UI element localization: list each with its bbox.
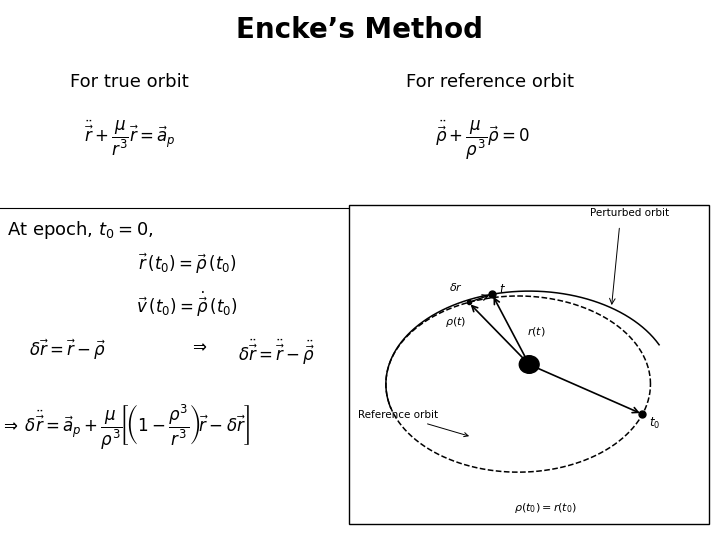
Text: For reference orbit: For reference orbit (405, 73, 574, 91)
Text: $t$: $t$ (499, 284, 505, 296)
Text: Reference orbit: Reference orbit (359, 410, 468, 437)
Text: $t_0$: $t_0$ (649, 416, 660, 431)
Circle shape (519, 356, 539, 373)
Text: $\vec{r}\,(t_0)=\vec{\rho}\,(t_0)$: $\vec{r}\,(t_0)=\vec{\rho}\,(t_0)$ (138, 251, 236, 275)
Text: $\rho(t_0)=r(t_0)$: $\rho(t_0)=r(t_0)$ (514, 501, 577, 515)
Text: $\vec{v}\,(t_0)=\dot{\vec{\rho}}\,(t_0)$: $\vec{v}\,(t_0)=\dot{\vec{\rho}}\,(t_0)$ (136, 289, 238, 319)
Text: $\Rightarrow\;\delta\ddot{\vec{r}}=\vec{a}_p+\dfrac{\mu}{\rho^3}\!\left[\!\left(: $\Rightarrow\;\delta\ddot{\vec{r}}=\vec{… (0, 402, 250, 451)
Bar (349, 205, 709, 524)
Text: $\rho(t)$: $\rho(t)$ (445, 315, 466, 329)
Text: At epoch, $t_0=0$,: At epoch, $t_0=0$, (7, 219, 153, 241)
Text: Perturbed orbit: Perturbed orbit (590, 208, 669, 218)
Text: $\Rightarrow$: $\Rightarrow$ (189, 338, 207, 355)
Text: $\ddot{\vec{\rho}}+\dfrac{\mu}{\rho^3}\vec{\rho}=0$: $\ddot{\vec{\rho}}+\dfrac{\mu}{\rho^3}\v… (435, 119, 530, 162)
Text: $\delta r$: $\delta r$ (449, 280, 464, 293)
Text: $\delta\vec{r}=\vec{r}-\vec{\rho}$: $\delta\vec{r}=\vec{r}-\vec{\rho}$ (29, 338, 106, 362)
Text: Encke’s Method: Encke’s Method (236, 16, 484, 44)
Text: $\delta\ddot{\vec{r}}=\ddot{\vec{r}}-\ddot{\vec{\rho}}$: $\delta\ddot{\vec{r}}=\ddot{\vec{r}}-\dd… (238, 338, 315, 367)
Text: $r(t)$: $r(t)$ (527, 325, 546, 338)
Text: $\ddot{\vec{r}}+\dfrac{\mu}{r^3}\vec{r}=\vec{a}_p$: $\ddot{\vec{r}}+\dfrac{\mu}{r^3}\vec{r}=… (84, 119, 176, 158)
Text: For true orbit: For true orbit (71, 73, 189, 91)
